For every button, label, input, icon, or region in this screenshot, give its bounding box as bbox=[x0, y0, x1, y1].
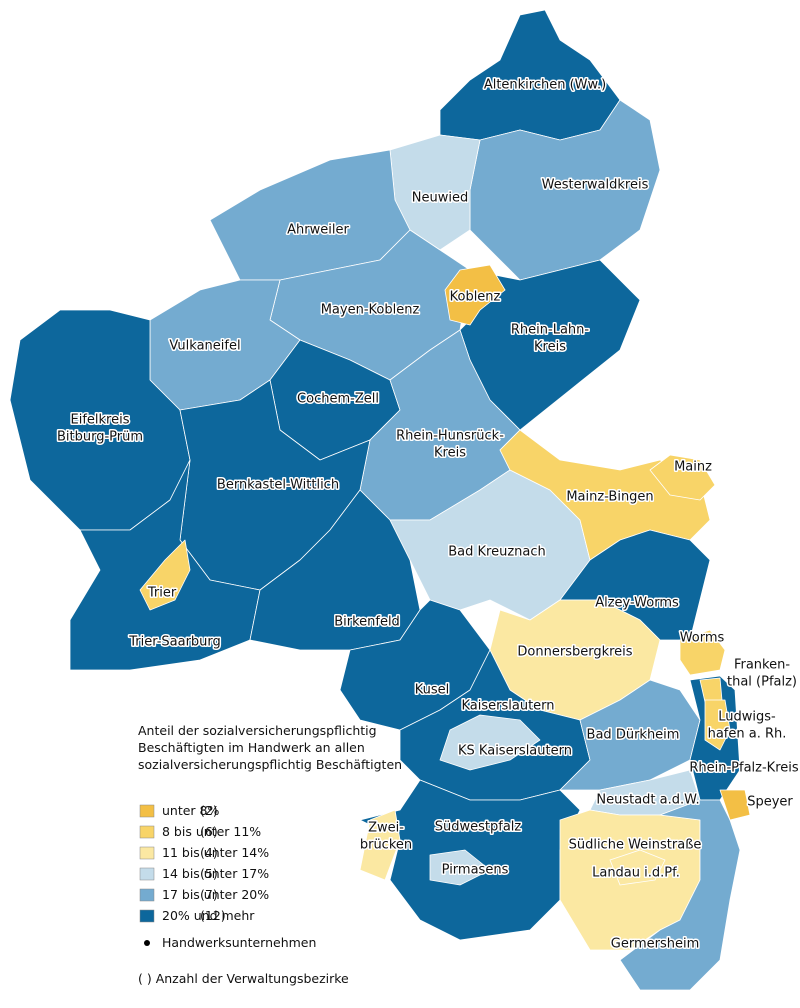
region-labels: Altenkirchen (Ww.) Westerwaldkreis Neuwied… bbox=[55, 76, 800, 953]
region bbox=[439, 714, 541, 771]
region bbox=[679, 629, 726, 676]
region-label: KS Kaiserslautern bbox=[458, 744, 572, 759]
region bbox=[359, 809, 401, 881]
region-label: Alzey-Worms bbox=[595, 596, 679, 611]
legend-label: 11 bis unter 14% bbox=[162, 845, 269, 860]
region-label: Franken- bbox=[734, 658, 790, 673]
region-label: Cochem-Zell bbox=[297, 392, 379, 407]
legend-count: (5) bbox=[200, 866, 218, 881]
legend-dots-label: Handwerksunternehmen bbox=[162, 935, 316, 950]
region-label: Kaiserslautern bbox=[461, 699, 554, 714]
region bbox=[429, 849, 491, 886]
legend-note: ( ) Anzahl der Verwaltungsbezirke bbox=[138, 971, 349, 986]
region-label: Rhein-Pfalz-Kreis bbox=[689, 761, 799, 776]
region-label: Kreis bbox=[534, 340, 566, 355]
region-label: Trier-Saarburg bbox=[128, 635, 221, 650]
legend-title: Anteil der sozialversicherungspflichtig bbox=[138, 723, 377, 738]
region-label: brücken bbox=[360, 838, 412, 853]
region-label: Rhein-Hunsrück- bbox=[396, 429, 504, 444]
region-label: Speyer bbox=[747, 795, 793, 810]
region-label: Trier bbox=[147, 586, 177, 601]
region-label: Landau i.d.Pf. bbox=[592, 866, 680, 881]
region bbox=[719, 789, 751, 821]
legend-dot bbox=[144, 940, 150, 946]
region-label: Bad Dürkheim bbox=[587, 728, 680, 743]
region-label: Zwei- bbox=[368, 821, 404, 836]
region bbox=[139, 539, 191, 611]
legend-label: 8 bis unter 11% bbox=[162, 824, 261, 839]
legend-count: (12) bbox=[200, 908, 226, 923]
legend-count: (2) bbox=[200, 803, 218, 818]
region-label: Rhein-Lahn- bbox=[511, 323, 589, 338]
region-label: Ludwigs- bbox=[718, 710, 776, 725]
region bbox=[469, 99, 661, 281]
legend-swatch bbox=[139, 846, 155, 860]
region-label: Vulkaneifel bbox=[169, 339, 240, 354]
legend-label: 20% und mehr bbox=[162, 908, 255, 923]
legend-count: (6) bbox=[200, 824, 218, 839]
region bbox=[609, 849, 666, 886]
legend-label: 17 bis unter 20% bbox=[162, 887, 269, 902]
region-label: Südliche Weinstraße bbox=[569, 838, 702, 853]
legend: Anteil der sozialversicherungspflichtig B… bbox=[138, 723, 402, 986]
region-label: Neuwied bbox=[412, 191, 468, 206]
region-label: Neustadt a.d.W. bbox=[596, 793, 699, 808]
regions bbox=[9, 9, 751, 991]
region-label: Pirmasens bbox=[442, 863, 509, 878]
region bbox=[249, 489, 421, 651]
legend-count: (7) bbox=[200, 887, 218, 902]
legend-swatch bbox=[139, 825, 155, 839]
region-label: Mainz bbox=[674, 460, 712, 475]
region-label: Birkenfeld bbox=[334, 615, 400, 630]
region-label: thal (Pfalz) bbox=[727, 675, 797, 690]
legend-label: unter 8% bbox=[162, 803, 220, 818]
legend-swatch bbox=[139, 888, 155, 902]
region-label: Worms bbox=[680, 631, 725, 646]
legend-swatch bbox=[139, 867, 155, 881]
legend-title: Beschäftigten im Handwerk an allen bbox=[138, 740, 365, 755]
region-label: Kreis bbox=[434, 446, 466, 461]
region-label: Westerwaldkreis bbox=[542, 178, 649, 193]
legend-title: sozialversicherungspflichtig Beschäftigt… bbox=[138, 757, 402, 772]
region-label: Eifelkreis bbox=[71, 413, 130, 428]
region bbox=[439, 9, 621, 141]
region-label: Bitburg-Prüm bbox=[57, 430, 143, 445]
region-label: hafen a. Rh. bbox=[708, 727, 787, 742]
region-label: Südwestpfalz bbox=[435, 820, 522, 835]
region bbox=[649, 454, 716, 501]
region-label: Donnersbergkreis bbox=[517, 645, 632, 660]
region-label: Bernkastel-Wittlich bbox=[217, 478, 339, 493]
legend-count: (4) bbox=[200, 845, 218, 860]
region-label: Germersheim bbox=[611, 937, 699, 952]
legend-swatch bbox=[139, 909, 155, 923]
legend-swatch bbox=[139, 804, 155, 818]
region-label: Altenkirchen (Ww.) bbox=[484, 78, 606, 93]
region-label: Mainz-Bingen bbox=[566, 490, 653, 505]
region bbox=[619, 799, 741, 991]
region-label: Kusel bbox=[415, 683, 450, 698]
region-label: Ahrweiler bbox=[287, 223, 349, 238]
region-label: Bad Kreuznach bbox=[448, 545, 546, 560]
legend-label: 14 bis unter 17% bbox=[162, 866, 269, 881]
region bbox=[444, 264, 506, 326]
region-label: Koblenz bbox=[450, 290, 501, 305]
region bbox=[704, 699, 731, 751]
region-label: Mayen-Koblenz bbox=[321, 303, 420, 318]
